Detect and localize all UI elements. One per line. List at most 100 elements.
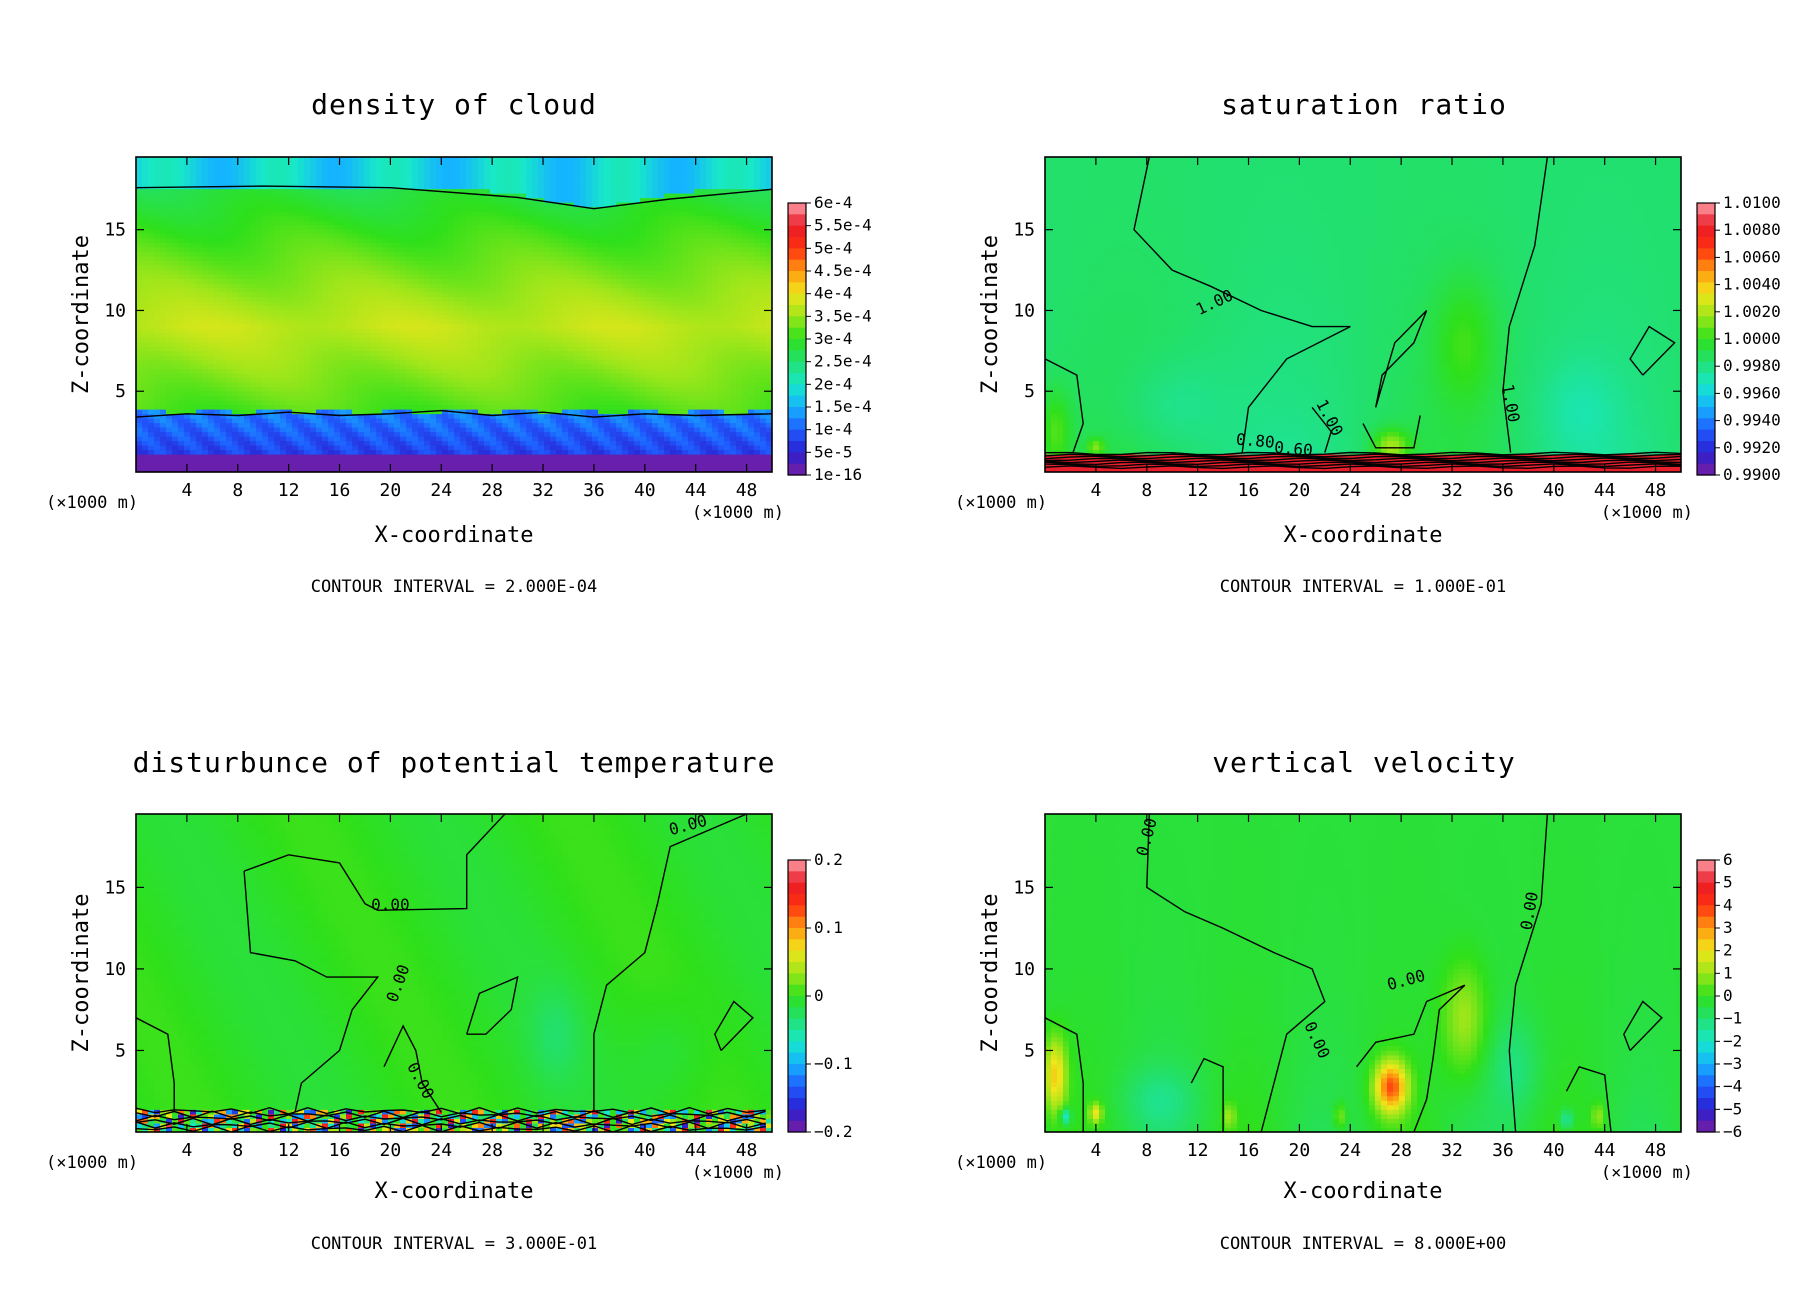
heatmap-cell <box>160 418 167 424</box>
heatmap-cell <box>556 175 563 181</box>
heatmap-cell <box>358 404 365 410</box>
heatmap-cell <box>184 431 191 437</box>
heatmap-cell <box>454 463 461 469</box>
heatmap-cell <box>142 350 149 356</box>
heatmap-cell <box>316 238 323 244</box>
heatmap-cell <box>484 278 491 284</box>
heatmap-cell <box>382 238 389 244</box>
heatmap-cell <box>262 220 269 226</box>
heatmap-cell <box>154 400 161 406</box>
heatmap-cell <box>484 256 491 262</box>
heatmap-cell <box>196 386 203 392</box>
heatmap-cell <box>154 409 161 415</box>
heatmap-cell <box>454 440 461 446</box>
heatmap-cell <box>400 319 407 325</box>
heatmap-cell <box>142 274 149 280</box>
heatmap-cell <box>472 206 479 212</box>
heatmap-cell <box>280 260 287 266</box>
heatmap-cell <box>226 206 233 212</box>
heatmap-cell <box>280 373 287 379</box>
heatmap-cell <box>208 386 215 392</box>
heatmap-cell <box>196 400 203 406</box>
heatmap-cell <box>526 184 533 190</box>
heatmap-cell <box>292 427 299 433</box>
heatmap-cell <box>448 184 455 190</box>
heatmap-cell <box>478 283 485 289</box>
heatmap-cell <box>238 427 245 433</box>
heatmap-cell <box>310 355 317 361</box>
heatmap-cell <box>544 467 551 472</box>
heatmap-cell <box>346 409 353 415</box>
heatmap-cell <box>328 157 335 163</box>
heatmap-cell <box>370 184 377 190</box>
heatmap-cell <box>364 157 371 163</box>
heatmap-cell <box>376 404 383 410</box>
heatmap-cell <box>508 467 515 472</box>
heatmap-cell <box>418 179 425 185</box>
heatmap-cell <box>508 220 515 226</box>
heatmap-cell <box>166 233 173 239</box>
heatmap-cell <box>142 395 149 401</box>
heatmap-cell <box>442 233 449 239</box>
heatmap-cell <box>280 175 287 181</box>
heatmap-cell <box>298 355 305 361</box>
heatmap-cell <box>508 364 515 370</box>
heatmap-cell <box>292 269 299 275</box>
heatmap-cell <box>520 404 527 410</box>
heatmap-cell <box>478 373 485 379</box>
heatmap-cell <box>352 440 359 446</box>
heatmap-cell <box>220 449 227 455</box>
heatmap-cell <box>250 224 257 230</box>
heatmap-cell <box>484 166 491 172</box>
heatmap-cell <box>340 260 347 266</box>
heatmap-cell <box>466 364 473 370</box>
heatmap-cell <box>166 184 173 190</box>
heatmap-cell <box>412 391 419 397</box>
heatmap-cell <box>394 368 401 374</box>
heatmap-cell <box>316 400 323 406</box>
heatmap-cell <box>244 229 251 235</box>
heatmap-cell <box>478 296 485 302</box>
heatmap-cell <box>412 229 419 235</box>
heatmap-cell <box>544 278 551 284</box>
heatmap-cell <box>376 211 383 217</box>
heatmap-cell <box>322 278 329 284</box>
heatmap-cell <box>214 292 221 298</box>
heatmap-cell <box>472 445 479 451</box>
heatmap-cell <box>448 166 455 172</box>
heatmap-cell <box>148 211 155 217</box>
heatmap-cell <box>430 422 437 428</box>
heatmap-cell <box>232 256 239 262</box>
heatmap-cell <box>472 179 479 185</box>
heatmap-cell <box>214 463 221 469</box>
heatmap-cell <box>298 413 305 419</box>
heatmap-cell <box>262 260 269 266</box>
heatmap-cell <box>322 166 329 172</box>
heatmap-cell <box>256 238 263 244</box>
heatmap-cell <box>190 211 197 217</box>
heatmap-cell <box>310 467 317 472</box>
heatmap-cell <box>220 323 227 329</box>
heatmap-cell <box>160 413 167 419</box>
heatmap-cell <box>334 409 341 415</box>
heatmap-cell <box>376 269 383 275</box>
heatmap-cell <box>532 449 539 455</box>
heatmap-cell <box>454 206 461 212</box>
heatmap-cell <box>412 400 419 406</box>
heatmap-cell <box>550 427 557 433</box>
heatmap-cell <box>328 395 335 401</box>
heatmap-cell <box>418 247 425 253</box>
heatmap-cell <box>262 269 269 275</box>
heatmap-cell <box>310 427 317 433</box>
heatmap-cell <box>202 418 209 424</box>
heatmap-cell <box>406 404 413 410</box>
heatmap-cell <box>502 233 509 239</box>
heatmap-cell <box>172 269 179 275</box>
heatmap-cell <box>286 161 293 167</box>
heatmap-cell <box>544 346 551 352</box>
heatmap-cell <box>388 463 395 469</box>
heatmap-cell <box>346 238 353 244</box>
heatmap-cell <box>376 260 383 266</box>
heatmap-cell <box>298 175 305 181</box>
heatmap-cell <box>460 305 467 311</box>
